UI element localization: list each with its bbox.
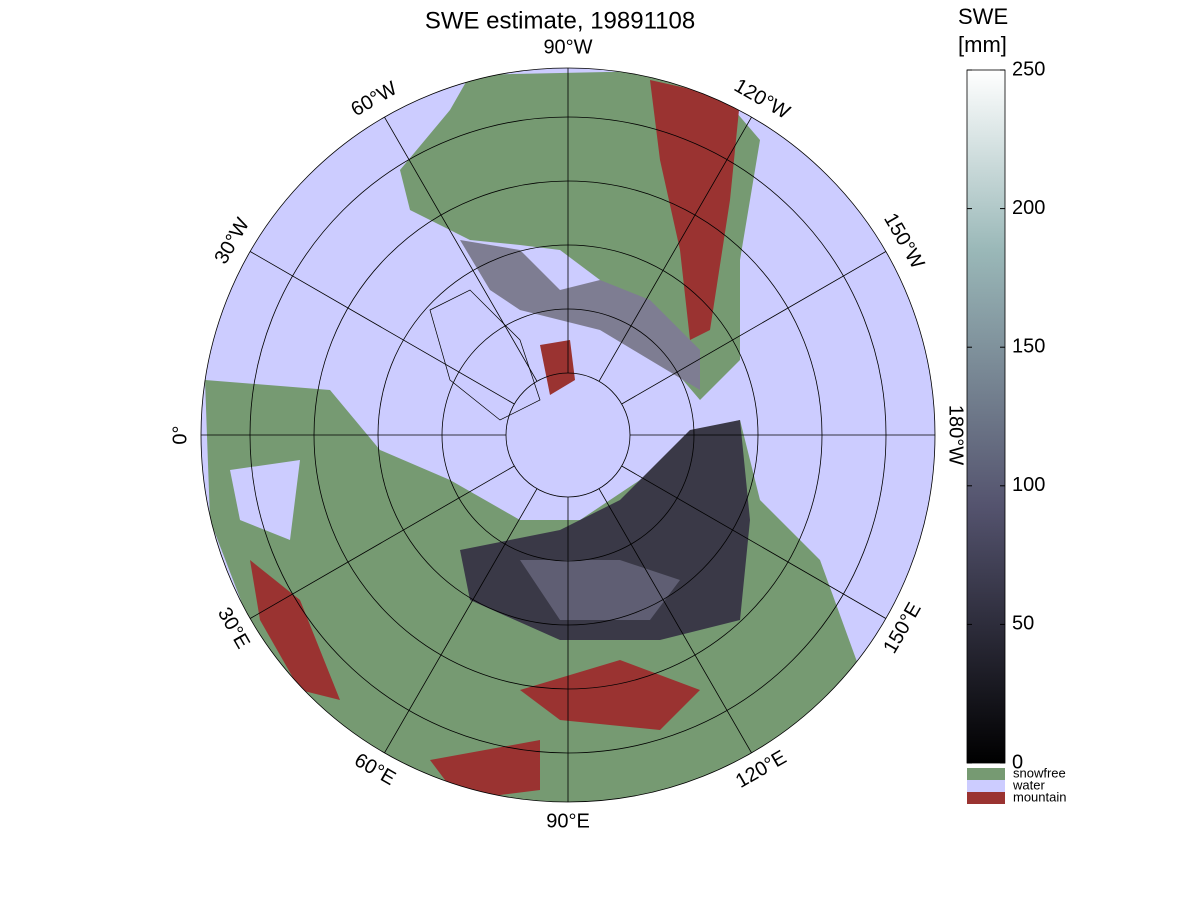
legend-label: mountain [1013,789,1066,804]
meridian [621,251,887,405]
longitude-label: 90°E [546,810,590,832]
colorbar-label: SWE [958,4,1008,29]
meridian [598,116,752,382]
meridian [621,465,887,619]
meridian [249,465,515,619]
colorbar-tick-label: 250 [1012,58,1045,80]
map-title: SWE estimate, 19891108 [425,7,695,34]
mountain-area [650,80,740,340]
colorbar-tick-label: 50 [1012,613,1034,635]
graticule [200,67,936,803]
longitude-label: 90°W [543,36,592,58]
colorbar-tick-label: 100 [1012,474,1045,496]
legend-swatch [967,792,1005,804]
meridian [384,488,538,754]
legend-label: water [1012,777,1045,792]
longitude-label: 180°W [945,405,967,465]
colorbar-tick-label: 150 [1012,335,1045,357]
meridian [384,116,538,382]
map-disc [201,68,935,802]
mountain-area [250,560,340,700]
longitude-label: 0° [169,425,191,444]
legend-swatch [967,780,1005,792]
legend-label: snowfree [1013,765,1066,780]
mountain-area [540,340,575,395]
meridian [249,251,515,405]
snow-area [460,240,700,390]
mountain-area [520,660,700,730]
snow-area [520,560,680,620]
sea [230,460,300,540]
colorbar-tick-label: 0 [1012,751,1023,773]
greenland [429,289,541,421]
colorbar-tick-label: 200 [1012,197,1045,219]
colorbar [966,69,1006,764]
snow-area [460,420,750,640]
meridian [598,488,752,754]
colorbar-label: [mm] [958,32,1007,57]
legend-swatch [967,768,1005,780]
